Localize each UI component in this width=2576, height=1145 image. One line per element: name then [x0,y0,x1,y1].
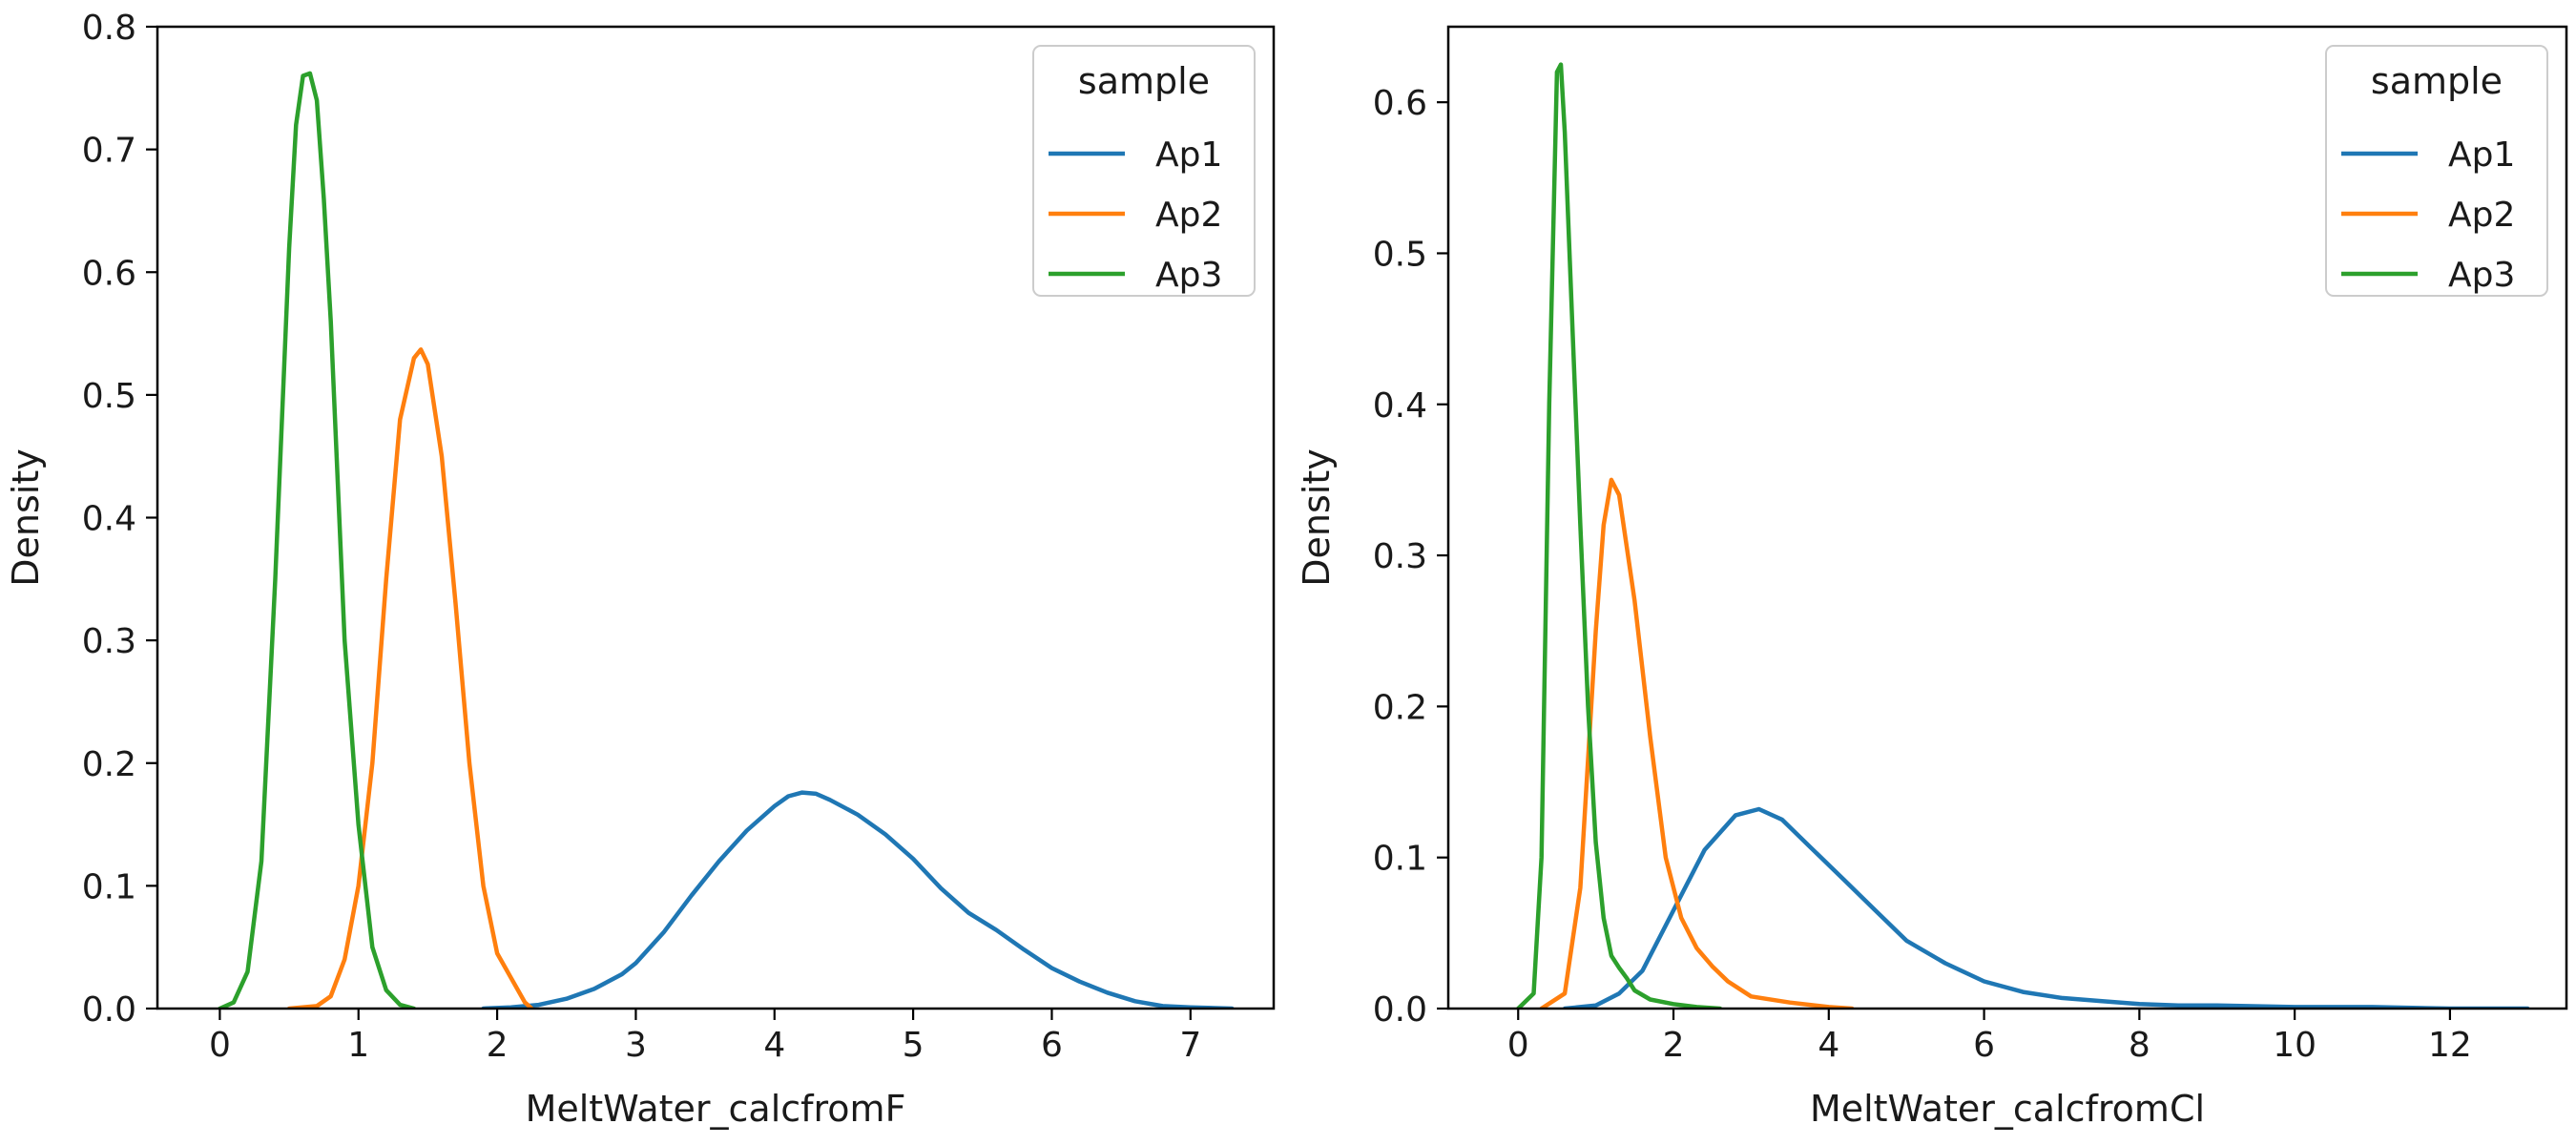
series-line-ap3 [1516,62,1723,1009]
series-group [218,71,1235,1009]
y-tick-label: 0.5 [1373,235,1427,274]
series-line-ap2 [1539,477,1855,1009]
x-tick-label: 5 [903,1026,924,1065]
y-tick-label: 0.2 [1373,688,1427,727]
x-tick-label: 10 [2273,1026,2316,1065]
y-tick-label: 0.2 [82,745,136,784]
x-tick-label: 4 [1818,1026,1839,1065]
y-tick-label: 0.7 [82,132,136,171]
x-tick-label: 6 [1973,1026,1995,1065]
y-tick-label: 0.5 [82,377,136,416]
legend-title: sample [2371,60,2503,102]
plot-frame [1446,25,2568,1010]
x-axis-label: MeltWater_calcfromCl [1810,1088,2205,1130]
y-tick-label: 0.6 [82,254,136,293]
y-tick-label: 0.0 [1373,990,1427,1030]
y-tick-label: 0.3 [82,622,136,661]
y-axis-label: Density [1296,448,1338,586]
x-tick-label: 1 [347,1026,369,1065]
series-line-ap1 [1562,806,2530,1009]
y-tick-label: 0.8 [82,9,136,48]
y-tick-label: 0.6 [1373,84,1427,123]
x-axis-label: MeltWater_calcfromF [526,1088,906,1130]
legend: sample Ap1 Ap2 Ap3 [1032,45,1256,297]
legend-label-ap2: Ap2 [2448,196,2515,235]
chart-panel-2: 0 2 4 6 8 10 12 0.0 0.1 0.2 0.3 0.4 0.5 0.6 MeltWater_… [1296,25,2568,1130]
x-tick-label: 6 [1041,1026,1063,1065]
y-axis-label: Density [5,448,47,586]
panels: 0 1 2 3 4 5 6 70.00.10.20.30.40.50.60.70.8MeltW… [5,9,2568,1130]
x-tick-label: 8 [2129,1026,2150,1065]
x-tick-label: 2 [1663,1026,1685,1065]
y-tick-label: 0.1 [1373,840,1427,879]
x-tick-label: 3 [625,1026,647,1065]
series-group [1516,62,2530,1009]
x-tick-label: 7 [1179,1026,1201,1065]
y-tick-label: 0.4 [82,500,136,539]
legend-label-ap3: Ap3 [2448,256,2515,295]
legend-box [2325,45,2548,297]
y-tick-label: 0.4 [1373,386,1427,426]
series-line-ap2 [286,347,534,1009]
series-line-ap3 [218,71,417,1009]
series-line-ap1 [481,790,1235,1009]
legend-box [1032,45,1256,297]
chart-panel-1: 0 1 2 3 4 5 6 7 0.0 0.1 0.2 0.3 0.4 0.5 0.6 0.7 0.8 MeltW… [5,9,1276,1130]
x-tick-label: 12 [2428,1026,2472,1065]
x-tick-label: 4 [763,1026,785,1065]
legend-label-ap1: Ap1 [2448,135,2515,175]
x-tick-label: 0 [209,1026,231,1065]
legend-label-ap1: Ap1 [1155,135,1222,175]
legend-title: sample [1078,60,1210,102]
y-tick-label: 0.0 [82,990,136,1030]
legend-label-ap2: Ap2 [1155,196,1222,235]
y-tick-label: 0.3 [1373,537,1427,576]
legend: sample Ap1 Ap2 Ap3 [2325,45,2548,297]
legend-label-ap3: Ap3 [1155,256,1222,295]
x-tick-label: 0 [1507,1026,1529,1065]
y-tick-label: 0.1 [82,867,136,906]
x-tick-label: 2 [487,1026,509,1065]
